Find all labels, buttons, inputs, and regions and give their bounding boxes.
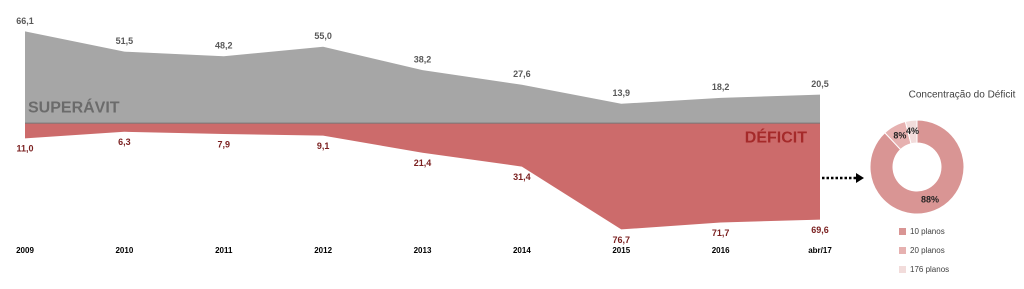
value-label: 66,1 — [16, 16, 34, 26]
x-tick-label: 2011 — [215, 246, 233, 255]
value-label: 21,4 — [414, 158, 432, 168]
value-label: 18,2 — [712, 82, 730, 92]
value-label: 11,0 — [16, 144, 33, 154]
series-label: SUPERÁVIT — [28, 97, 120, 116]
value-label: 27,6 — [513, 69, 531, 79]
value-label: 20,5 — [811, 79, 829, 89]
x-tick-label: 2009 — [16, 246, 34, 255]
legend-swatch — [899, 266, 906, 273]
area — [25, 123, 820, 230]
donut-slice — [904, 119, 918, 145]
value-label: 71,7 — [712, 228, 730, 238]
x-tick-label: abr/17 — [808, 246, 832, 255]
x-tick-label: 2010 — [115, 246, 133, 255]
legend-label: 20 planos — [910, 246, 945, 255]
value-label: 9,1 — [317, 141, 330, 151]
legend-swatch — [899, 247, 906, 254]
arrow-head — [856, 173, 864, 183]
series-label: DÉFICIT — [745, 127, 807, 146]
x-tick-label: 2016 — [712, 246, 730, 255]
value-label: 55,0 — [314, 31, 332, 41]
slice-label: 88% — [921, 194, 939, 204]
legend-label: 10 planos — [910, 227, 945, 236]
value-label: 69,6 — [811, 225, 829, 235]
value-label: 7,9 — [217, 139, 230, 149]
value-label: 6,3 — [118, 137, 131, 147]
x-tick-label: 2014 — [513, 246, 531, 255]
slice-label: 8% — [893, 130, 906, 140]
value-label: 13,9 — [612, 88, 630, 98]
area — [25, 31, 820, 124]
x-tick-label: 2013 — [414, 246, 432, 255]
donut-slice — [869, 119, 965, 215]
donut-title: Concentração do Déficit — [909, 90, 1016, 101]
x-tick-label: 2012 — [314, 246, 332, 255]
value-label: 38,2 — [414, 54, 432, 64]
value-label: 48,2 — [215, 41, 233, 51]
legend-label: 176 planos — [910, 265, 949, 274]
value-label: 51,5 — [116, 36, 134, 46]
x-tick-label: 2015 — [612, 246, 630, 255]
legend-swatch — [899, 228, 906, 235]
value-label: 76,7 — [612, 235, 630, 245]
value-label: 31,4 — [513, 172, 531, 182]
slice-label: 4% — [906, 126, 919, 136]
